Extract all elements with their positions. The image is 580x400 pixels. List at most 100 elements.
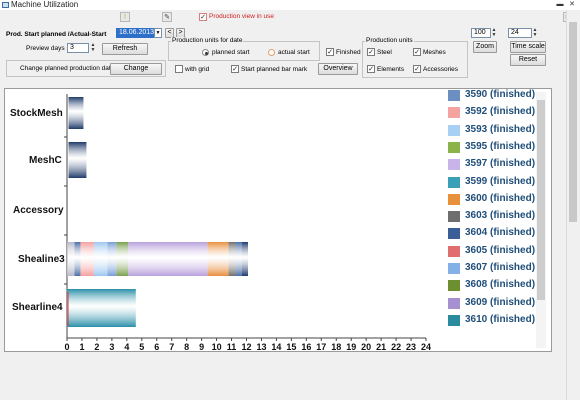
preview-days-input[interactable]: 3 bbox=[67, 43, 89, 53]
legend-label: 3609 (finished) bbox=[465, 296, 536, 308]
legend-swatch bbox=[448, 211, 460, 223]
production-units-group bbox=[362, 41, 468, 78]
accessories-checkbox[interactable]: ✓ bbox=[413, 65, 421, 73]
timescale-stepper[interactable]: ▲ ▼ bbox=[532, 27, 538, 38]
legend-swatch bbox=[448, 176, 460, 188]
accessories-label: Accessories bbox=[423, 66, 459, 73]
actual-start-label: actual start bbox=[278, 49, 310, 56]
x-tick-label: 19 bbox=[346, 342, 357, 352]
legend-swatch bbox=[448, 245, 460, 257]
change-date-group bbox=[6, 60, 166, 77]
legend-swatch bbox=[448, 193, 460, 205]
change-date-label: Change planned production date bbox=[20, 65, 115, 72]
legend-label: 3590 (finished) bbox=[465, 89, 536, 100]
with-grid-label: with grid bbox=[185, 66, 210, 73]
legend-scroll-thumb[interactable] bbox=[537, 100, 545, 300]
row-label: Shearline4 bbox=[12, 302, 63, 313]
refresh-button[interactable]: Refresh bbox=[102, 43, 148, 55]
gantt-bar[interactable] bbox=[236, 242, 243, 276]
x-tick-label: 2 bbox=[94, 342, 100, 352]
gantt-bar[interactable] bbox=[68, 97, 84, 129]
preview-days-label: Preview days bbox=[26, 45, 65, 52]
date-dropdown-icon[interactable]: ▼ bbox=[154, 28, 162, 38]
prev-date-button[interactable]: < bbox=[165, 28, 174, 38]
gantt-bar[interactable] bbox=[74, 242, 81, 276]
zoom-input[interactable]: 100 bbox=[471, 28, 491, 38]
units-for-date-group bbox=[168, 41, 320, 61]
x-tick-label: 21 bbox=[376, 342, 387, 352]
actual-start-radio[interactable] bbox=[268, 49, 275, 56]
zoom-stepper[interactable]: ▲ ▼ bbox=[491, 27, 497, 38]
gantt-bar[interactable] bbox=[128, 242, 208, 276]
production-view-checkbox[interactable]: ✓ bbox=[199, 13, 207, 21]
start-planned-bar-mark-label: Start planned bar mark bbox=[241, 66, 308, 73]
minimize-icon[interactable]: ▬ bbox=[556, 1, 564, 8]
zoom-button[interactable]: Zoom bbox=[473, 41, 497, 53]
reset-button[interactable]: Reset bbox=[510, 54, 546, 66]
legend-label: 3607 (finished) bbox=[465, 262, 536, 273]
overview-button[interactable]: Overview bbox=[318, 63, 358, 75]
x-tick-label: 20 bbox=[361, 342, 372, 352]
legend-swatch bbox=[448, 280, 460, 292]
timescale-input[interactable]: 24 bbox=[508, 28, 532, 38]
gantt-bar[interactable] bbox=[242, 242, 248, 276]
window-title: Machine Utilization bbox=[11, 0, 79, 9]
legend-label: 3593 (finished) bbox=[465, 123, 536, 135]
gantt-bar[interactable] bbox=[228, 242, 237, 276]
x-tick-label: 18 bbox=[331, 342, 342, 352]
gantt-bar[interactable] bbox=[107, 242, 117, 276]
row-label: StockMesh bbox=[10, 108, 63, 119]
legend-swatch bbox=[448, 124, 460, 136]
legend-label: 3597 (finished) bbox=[465, 158, 536, 170]
gantt-bar[interactable] bbox=[80, 242, 94, 276]
legend-label: 3603 (finished) bbox=[465, 210, 536, 222]
lightbulb-icon[interactable]: ! bbox=[120, 12, 130, 22]
legend-swatch bbox=[448, 263, 460, 274]
x-tick-label: 4 bbox=[124, 342, 130, 352]
legend-label: 3605 (finished) bbox=[465, 244, 536, 256]
x-tick-label: 9 bbox=[199, 342, 205, 352]
gantt-bar[interactable] bbox=[67, 242, 75, 276]
close-icon[interactable]: ✕ bbox=[569, 1, 575, 8]
gantt-bar[interactable] bbox=[68, 142, 87, 178]
change-button[interactable]: Change bbox=[110, 63, 162, 75]
with-grid-checkbox[interactable] bbox=[175, 65, 183, 73]
x-tick-label: 8 bbox=[184, 342, 190, 352]
app-icon bbox=[2, 2, 9, 8]
main-scrollbar[interactable] bbox=[566, 10, 578, 400]
elements-checkbox[interactable]: ✓ bbox=[367, 65, 375, 73]
legend-swatch bbox=[448, 297, 460, 309]
gantt-bar[interactable] bbox=[93, 242, 108, 276]
x-tick-label: 3 bbox=[109, 342, 115, 352]
title-bar bbox=[0, 0, 580, 10]
elements-label: Elements bbox=[377, 66, 405, 73]
planned-start-radio[interactable] bbox=[202, 49, 209, 56]
gantt-bar[interactable] bbox=[67, 289, 136, 327]
units-for-date-title: Production units for date bbox=[171, 37, 244, 44]
x-tick-label: 13 bbox=[256, 342, 267, 352]
meshes-checkbox[interactable]: ✓ bbox=[413, 48, 421, 56]
prod-start-label: Prod. Start planned /Actual-Start bbox=[6, 31, 107, 38]
x-tick-label: 10 bbox=[211, 342, 222, 352]
legend-label: 3610 (finished) bbox=[465, 313, 536, 325]
tools-icon[interactable]: ✎ bbox=[162, 12, 172, 22]
gantt-bar[interactable] bbox=[207, 242, 229, 276]
legend-label: 3599 (finished) bbox=[465, 175, 536, 187]
gantt-bar[interactable] bbox=[116, 242, 129, 276]
legend-swatch bbox=[448, 107, 460, 119]
x-tick-label: 6 bbox=[154, 342, 160, 352]
x-tick-label: 23 bbox=[406, 342, 417, 352]
finished-checkbox[interactable]: ✓ bbox=[326, 48, 334, 56]
preview-days-stepper[interactable]: ▲ ▼ bbox=[90, 42, 96, 53]
x-tick-label: 11 bbox=[226, 342, 237, 352]
prod-start-date-input[interactable]: 18.06.2013 bbox=[116, 28, 154, 38]
start-planned-bar-mark-checkbox[interactable]: ✓ bbox=[231, 65, 239, 73]
timescale-button[interactable]: Time scale bbox=[510, 41, 546, 53]
x-tick-label: 16 bbox=[301, 342, 312, 352]
legend-label: 3608 (finished) bbox=[465, 279, 536, 291]
legend-scrollbar[interactable] bbox=[536, 92, 546, 348]
steel-checkbox[interactable]: ✓ bbox=[367, 48, 375, 56]
finished-label: Finished bbox=[336, 49, 361, 56]
main-scroll-thumb[interactable] bbox=[569, 22, 577, 222]
